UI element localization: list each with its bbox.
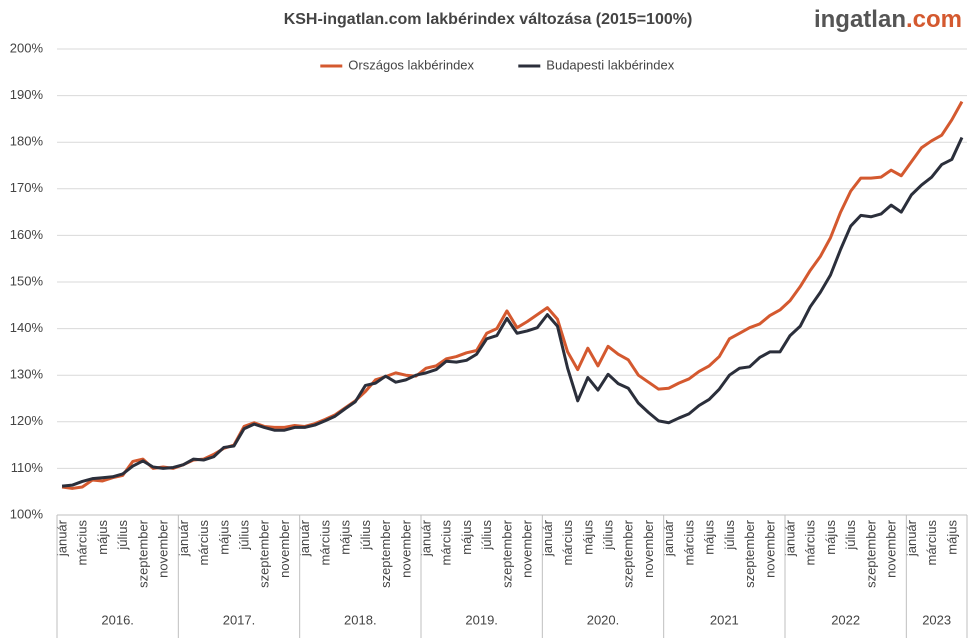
x-tick-label: március bbox=[803, 520, 818, 566]
year-label: 2021 bbox=[710, 612, 739, 627]
x-tick-label: március bbox=[317, 520, 332, 566]
x-tick-label: március bbox=[196, 520, 211, 566]
x-tick-label: november bbox=[762, 519, 777, 577]
y-tick-label: 150% bbox=[10, 273, 44, 288]
x-tick-label: szeptember bbox=[378, 519, 393, 588]
y-tick-label: 180% bbox=[10, 134, 44, 149]
year-label: 2019. bbox=[465, 612, 498, 627]
year-label: 2018. bbox=[344, 612, 377, 627]
chart-title: KSH-ingatlan.com lakbérindex változása (… bbox=[284, 11, 693, 28]
x-tick-label: szeptember bbox=[742, 519, 757, 588]
logo: ingatlan.com bbox=[814, 6, 962, 33]
x-tick-label: március bbox=[560, 520, 575, 566]
x-tick-label: szeptember bbox=[863, 519, 878, 588]
legend-label: Budapesti lakbérindex bbox=[546, 57, 674, 72]
x-tick-label: július bbox=[843, 520, 858, 551]
y-tick-label: 200% bbox=[10, 40, 44, 55]
legend-label: Országos lakbérindex bbox=[348, 57, 474, 72]
y-tick-label: 140% bbox=[10, 320, 44, 335]
series-line bbox=[61, 136, 964, 488]
x-tick-label: július bbox=[115, 520, 130, 551]
x-tick-label: július bbox=[236, 520, 251, 551]
x-tick-label: május bbox=[823, 520, 838, 555]
x-tick-label: január bbox=[540, 519, 555, 557]
x-tick-label: január bbox=[418, 519, 433, 557]
year-label: 2022 bbox=[831, 612, 860, 627]
y-tick-label: 100% bbox=[10, 506, 44, 521]
x-tick-label: március bbox=[681, 520, 696, 566]
year-label: 2020. bbox=[587, 612, 620, 627]
year-label: 2023 bbox=[922, 612, 951, 627]
x-tick-label: november bbox=[641, 519, 656, 577]
legend: Országos lakbérindex Budapesti lakbérinde… bbox=[320, 57, 675, 72]
y-tick-label: 190% bbox=[10, 87, 44, 102]
x-tick-label: szeptember bbox=[135, 519, 150, 588]
y-tick-label: 170% bbox=[10, 180, 44, 195]
x-tick-label: január bbox=[782, 519, 797, 557]
x-tick-label: május bbox=[580, 520, 595, 555]
year-label: 2016. bbox=[101, 612, 134, 627]
x-tick-label: május bbox=[702, 520, 717, 555]
x-tick-label: november bbox=[277, 519, 292, 577]
logo-name: ingatlan bbox=[814, 6, 906, 33]
x-tick-label: november bbox=[520, 519, 535, 577]
x-tick-label: május bbox=[459, 520, 474, 555]
x-tick-label: május bbox=[944, 520, 959, 555]
x-tick-label: szeptember bbox=[621, 519, 636, 588]
y-tick-label: 130% bbox=[10, 367, 44, 382]
x-tick-label: szeptember bbox=[257, 519, 272, 588]
x-tick-label: május bbox=[95, 520, 110, 555]
x-tick-label: január bbox=[904, 519, 919, 557]
x-tick-label: május bbox=[338, 520, 353, 555]
x-tick-label: szeptember bbox=[499, 519, 514, 588]
x-tick-label: november bbox=[884, 519, 899, 577]
x-tick-label: november bbox=[156, 519, 171, 577]
x-tick-label: január bbox=[661, 519, 676, 557]
x-tick-label: január bbox=[54, 519, 69, 557]
x-tick-label: január bbox=[297, 519, 312, 557]
x-tick-label: május bbox=[216, 520, 231, 555]
x-tick-label: március bbox=[924, 520, 939, 566]
y-tick-label: 160% bbox=[10, 227, 44, 242]
y-tick-label: 110% bbox=[11, 460, 44, 475]
logo-suffix: .com bbox=[906, 6, 962, 33]
x-tick-label: július bbox=[600, 520, 615, 551]
series-line bbox=[61, 100, 964, 490]
x-tick-label: július bbox=[479, 520, 494, 551]
x-tick-label: március bbox=[439, 520, 454, 566]
x-tick-label: július bbox=[358, 520, 373, 551]
x-tick-label: január bbox=[176, 519, 191, 557]
x-tick-label: március bbox=[75, 520, 90, 566]
x-tick-label: július bbox=[722, 520, 737, 551]
y-tick-label: 120% bbox=[10, 413, 44, 428]
year-label: 2017. bbox=[223, 612, 256, 627]
x-tick-label: november bbox=[398, 519, 413, 577]
